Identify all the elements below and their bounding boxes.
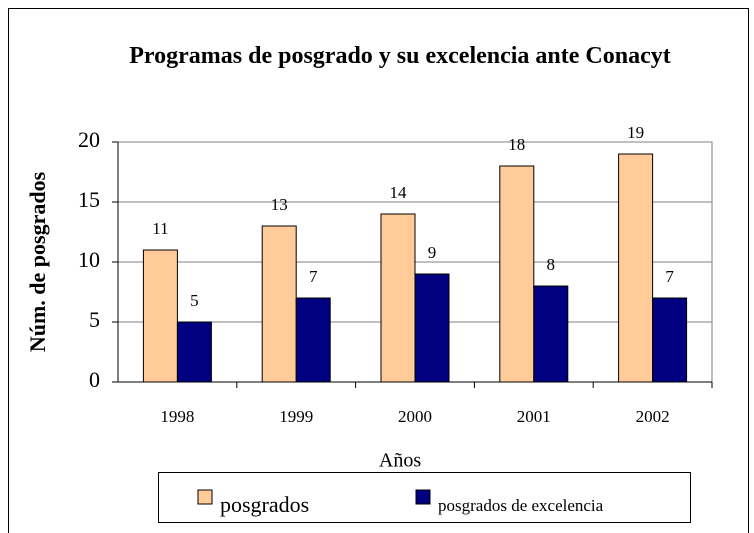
data-label: 11 — [152, 219, 168, 238]
y-tick-label: 0 — [89, 367, 100, 392]
data-label: 9 — [428, 243, 437, 262]
bar — [176, 321, 212, 383]
bar — [142, 249, 178, 383]
legend-label: posgrados — [220, 492, 309, 517]
y-tick-label: 20 — [78, 127, 100, 152]
x-axis-label: Años — [379, 450, 421, 472]
data-label: 7 — [665, 267, 674, 286]
data-label: 18 — [508, 135, 525, 154]
bar — [295, 297, 331, 383]
data-label: 5 — [190, 291, 199, 310]
x-tick-label: 1999 — [279, 407, 313, 426]
bar — [380, 213, 416, 383]
x-tick-label: 1998 — [160, 407, 194, 426]
bar — [499, 165, 535, 383]
x-tick-label: 2001 — [517, 407, 551, 426]
bar — [533, 285, 569, 383]
frame-border — [8, 8, 749, 533]
legend-swatch — [197, 489, 213, 505]
data-label: 8 — [547, 255, 556, 274]
x-tick-label: 2002 — [636, 407, 670, 426]
legend-swatch — [415, 489, 431, 505]
bar — [618, 153, 654, 383]
y-tick-label: 5 — [89, 307, 100, 332]
bar — [652, 297, 688, 383]
legend-label: posgrados de excelencia — [438, 496, 604, 515]
bar — [414, 273, 450, 383]
y-tick-label: 10 — [78, 247, 100, 272]
data-label: 13 — [271, 195, 288, 214]
x-tick-label: 2000 — [398, 407, 432, 426]
data-label: 14 — [390, 183, 408, 202]
bar — [261, 225, 297, 383]
y-axis-label: Núm. de posgrados — [25, 171, 50, 352]
y-tick-label: 15 — [78, 187, 100, 212]
data-label: 7 — [309, 267, 318, 286]
data-label: 19 — [627, 123, 644, 142]
chart-title: Programas de posgrado y su excelencia an… — [129, 43, 671, 69]
